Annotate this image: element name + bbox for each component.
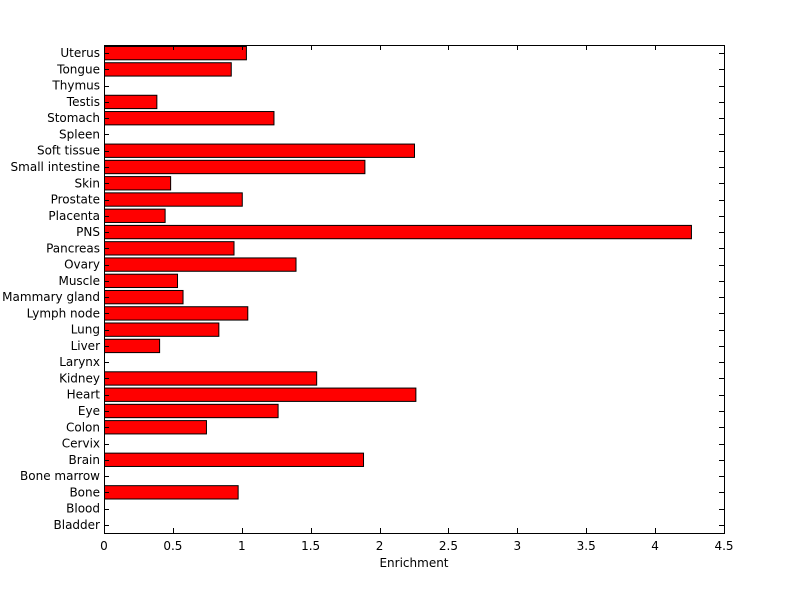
bar-placenta	[104, 208, 166, 223]
y-tick-label: Kidney	[59, 371, 100, 385]
bar-eye	[104, 403, 279, 419]
bars-layer	[104, 45, 692, 500]
bar-brain	[104, 452, 365, 467]
y-tick-label: Testis	[66, 95, 100, 109]
x-tick-label: 4.5	[714, 539, 733, 553]
x-tick-label: 2.5	[439, 539, 458, 553]
y-tick-label: Heart	[67, 388, 101, 402]
y-tick-label: Pancreas	[46, 241, 100, 255]
x-axis-label: Enrichment	[379, 556, 448, 570]
bar-lung	[104, 322, 220, 337]
x-tick-label: 3	[514, 539, 522, 553]
x-tick-label: 3.5	[577, 539, 596, 553]
x-tick-label: 2	[376, 539, 384, 553]
y-tick-label: Brain	[69, 453, 100, 467]
bar-testis	[104, 94, 158, 110]
y-tick-label: Spleen	[59, 127, 100, 141]
bar-heart	[104, 387, 417, 402]
x-tick-label: 0.5	[163, 539, 182, 553]
bar-prostate	[104, 192, 243, 207]
y-tick-label: Soft tissue	[37, 144, 100, 158]
y-tick-label: Larynx	[59, 355, 100, 369]
y-tick-label: Ovary	[64, 258, 100, 272]
y-tick-label: Muscle	[58, 274, 100, 288]
y-tick-labels: Bladder Blood Bone Bone marrow Brain Cervix Co…	[2, 46, 100, 532]
y-tick-label: PNS	[76, 225, 100, 239]
y-tick-label: Tongue	[56, 62, 100, 76]
y-tick-label: Prostate	[51, 193, 100, 207]
bar-mammary-gland	[104, 289, 184, 305]
x-tick-labels: 0 0.5 1 1.5 2 2.5 3 3.5 4 4.5	[100, 539, 733, 553]
bar-tongue	[104, 62, 232, 77]
y-tick-label: Cervix	[62, 437, 100, 451]
bar-uterus	[104, 45, 247, 61]
bar-stomach	[104, 111, 275, 126]
bar-ovary	[104, 257, 297, 272]
y-tick-label: Uterus	[60, 46, 100, 60]
y-tick-label: Mammary gland	[2, 290, 100, 304]
bar-kidney	[104, 371, 318, 386]
y-tick-label: Bone	[69, 485, 100, 499]
y-tick-label: Eye	[78, 404, 100, 418]
x-tick-label: 1.5	[301, 539, 320, 553]
y-tick-label: Skin	[74, 176, 100, 190]
y-tick-label: Blood	[66, 502, 100, 516]
bar-soft-tissue	[104, 143, 415, 158]
y-tick-label: Liver	[71, 339, 101, 353]
bar-bone	[104, 485, 239, 500]
bar-pns	[104, 224, 692, 240]
bar-skin	[104, 176, 172, 191]
bar-colon	[104, 420, 207, 435]
bar-liver	[104, 338, 161, 354]
y-tick-label: Bone marrow	[20, 469, 100, 483]
y-tick-label: Bladder	[54, 518, 101, 532]
bar-lymph-node	[104, 306, 249, 321]
y-tick-label: Lymph node	[27, 306, 100, 320]
x-tick-label: 0	[100, 539, 108, 553]
y-tick-label: Stomach	[47, 111, 100, 125]
y-tick-label: Small intestine	[11, 160, 100, 174]
y-tick-label: Thymus	[51, 79, 100, 93]
bar-pancreas	[104, 241, 235, 256]
y-tick-label: Placenta	[48, 209, 100, 223]
bar-small-intestine	[104, 159, 366, 175]
axes-frame	[104, 45, 725, 534]
x-tick-label: 1	[238, 539, 246, 553]
y-tick-label: Lung	[71, 323, 100, 337]
x-tick-label: 4	[651, 539, 659, 553]
bar-muscle	[104, 273, 179, 289]
y-tick-label: Colon	[66, 420, 100, 434]
